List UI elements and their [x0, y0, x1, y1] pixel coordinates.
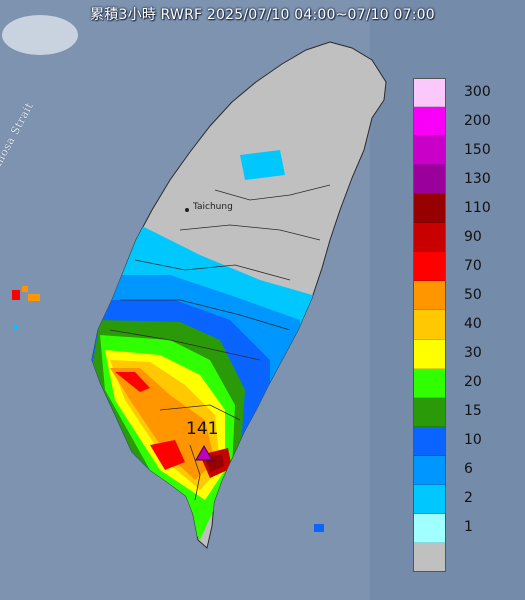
legend-swatch [413, 397, 446, 427]
legend-swatch [413, 78, 446, 108]
legend-label: 200 [464, 112, 491, 129]
legend-label: 150 [464, 141, 491, 158]
legend-label: 300 [464, 83, 491, 100]
legend-label: 70 [464, 257, 482, 274]
offshore-rain [12, 290, 20, 300]
legend-label: 90 [464, 228, 482, 245]
legend-swatch [413, 339, 446, 369]
legend-swatch [413, 281, 446, 311]
rain-band-70mm-south [150, 440, 185, 470]
rain-band-50mm [110, 368, 215, 480]
rain-scatter-north [240, 150, 285, 180]
legend-label: 6 [464, 461, 473, 478]
ocean-shelf [370, 0, 525, 600]
city-label: Taichung [193, 202, 233, 212]
legend-label: 110 [464, 199, 491, 216]
legend-swatch [413, 165, 446, 195]
cloud-patch [2, 15, 78, 55]
legend: 300 200 150 130 110 90 70 50 40 30 20 15 10 6 2 1 [413, 78, 507, 572]
legend-swatch [413, 194, 446, 224]
legend-swatch [413, 107, 446, 137]
legend-label: 2 [464, 490, 473, 507]
legend-frame [413, 78, 446, 572]
offshore-rain [314, 524, 324, 532]
legend-label: 130 [464, 170, 491, 187]
county-boundaries [109, 184, 331, 501]
peak-value: 141 [186, 419, 219, 439]
map-title: 累積3小時 RWRF 2025/07/10 04:00~07/10 07:00 [90, 7, 435, 23]
legend-swatch [413, 455, 446, 485]
legend-swatch [413, 136, 446, 166]
legend-label: 20 [464, 374, 482, 391]
legend-swatch [413, 310, 446, 340]
legend-swatch [413, 252, 446, 282]
offshore-rain [28, 294, 40, 301]
legend-swatch [413, 368, 446, 398]
legend-swatch [413, 513, 446, 543]
legend-label: 40 [464, 316, 482, 332]
legend-label: 15 [464, 403, 482, 420]
city-marker [185, 208, 189, 212]
legend-label: 30 [464, 345, 482, 362]
peak-marker [195, 444, 213, 461]
legend-label: 1 [464, 519, 473, 536]
legend-swatch [413, 484, 446, 514]
legend-swatch [413, 426, 446, 456]
legend-label: 50 [464, 286, 482, 303]
rain-band-70mm [115, 372, 150, 392]
offshore-rain [14, 326, 18, 330]
legend-swatch [413, 223, 446, 253]
legend-label: 10 [464, 432, 482, 449]
offshore-rain [22, 286, 28, 292]
